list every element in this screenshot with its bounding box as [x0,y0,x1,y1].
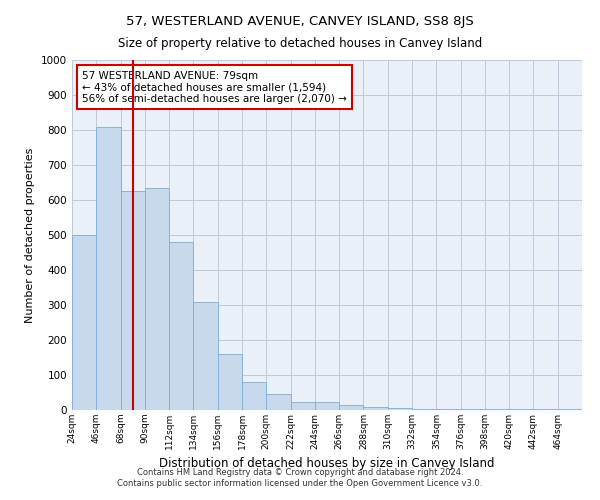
Bar [218,354,242,410]
Bar [145,188,169,410]
Bar [436,409,461,410]
X-axis label: Distribution of detached houses by size in Canvey Island: Distribution of detached houses by size … [159,458,495,470]
Bar [72,235,96,410]
Y-axis label: Number of detached properties: Number of detached properties [25,148,35,322]
Bar [290,402,315,410]
Bar [169,242,193,410]
Text: 57, WESTERLAND AVENUE, CANVEY ISLAND, SS8 8JS: 57, WESTERLAND AVENUE, CANVEY ISLAND, SS… [126,15,474,28]
Text: 57 WESTERLAND AVENUE: 79sqm
← 43% of detached houses are smaller (1,594)
56% of : 57 WESTERLAND AVENUE: 79sqm ← 43% of det… [82,70,347,104]
Bar [388,408,412,410]
Bar [339,405,364,410]
Bar [412,409,436,410]
Bar [266,394,290,410]
Bar [121,191,145,410]
Bar [364,406,388,410]
Bar [193,302,218,410]
Text: Size of property relative to detached houses in Canvey Island: Size of property relative to detached ho… [118,38,482,51]
Bar [242,382,266,410]
Text: Contains HM Land Registry data © Crown copyright and database right 2024.
Contai: Contains HM Land Registry data © Crown c… [118,468,482,487]
Bar [96,126,121,410]
Bar [315,402,339,410]
